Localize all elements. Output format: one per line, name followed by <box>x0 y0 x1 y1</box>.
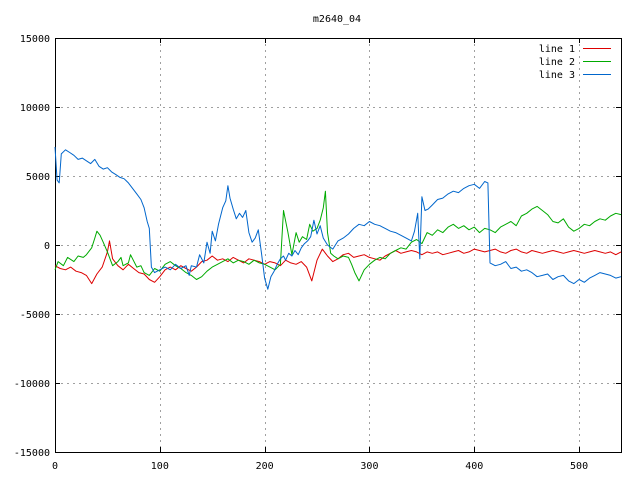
series-line-line-1 <box>54 240 622 285</box>
legend-label: line 3 <box>539 70 575 81</box>
legend-label: line 1 <box>539 44 575 55</box>
legend-label: line 2 <box>539 57 575 68</box>
y-tick-label: 10000 <box>20 103 50 114</box>
axis-ticks: 0 100 200 300 400 500 -15000 -10000 -5000 0 5000 10… <box>14 34 621 472</box>
y-tick-label: -5000 <box>20 310 50 321</box>
series-line-line-2 <box>54 190 622 282</box>
y-tick-label: -10000 <box>14 379 50 390</box>
x-tick-label: 100 <box>151 461 169 472</box>
y-tick-label: 0 <box>44 241 50 252</box>
grid <box>55 38 621 452</box>
chart-title: m2640_04 <box>313 14 361 25</box>
x-tick-label: 500 <box>570 461 588 472</box>
legend: line 1 line 2 line 3 <box>539 44 611 81</box>
x-tick-label: 0 <box>52 461 58 472</box>
series-group <box>54 146 622 290</box>
y-tick-label: 5000 <box>26 172 50 183</box>
series-line-line-3 <box>54 146 622 290</box>
y-tick-label: -15000 <box>14 448 50 459</box>
y-tick-label: 15000 <box>20 34 50 45</box>
x-tick-label: 400 <box>465 461 483 472</box>
x-tick-label: 200 <box>256 461 274 472</box>
x-tick-label: 300 <box>360 461 378 472</box>
